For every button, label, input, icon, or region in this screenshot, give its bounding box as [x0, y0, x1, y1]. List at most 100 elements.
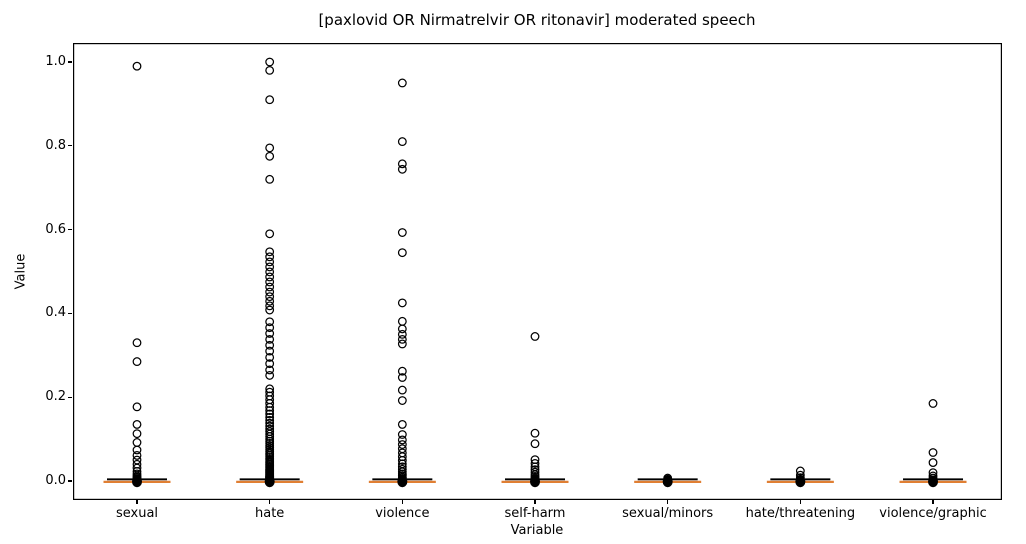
x-tick-label: sexual/minors: [622, 506, 714, 521]
x-tick-mark: [667, 500, 669, 504]
outlier-point: [397, 228, 407, 237]
outlier-point: [397, 137, 407, 147]
outlier-point: [132, 357, 142, 367]
outlier-point: [265, 174, 275, 184]
y-tick-mark: [68, 145, 72, 147]
outlier-point: [265, 323, 275, 333]
outlier-point: [132, 451, 142, 460]
outlier-point: [795, 476, 805, 486]
outlier-point: [265, 432, 275, 442]
outlier-point: [265, 409, 275, 419]
outlier-point: [397, 298, 407, 308]
y-tick-mark: [68, 396, 72, 398]
outlier-point: [530, 428, 540, 438]
outlier-point: [132, 420, 142, 429]
y-tick-mark: [68, 480, 72, 482]
outlier-point: [265, 412, 275, 422]
outlier-point: [132, 338, 142, 348]
outlier-point: [397, 324, 407, 334]
outlier-point: [265, 370, 275, 380]
outlier-point: [530, 439, 540, 449]
outlier-point: [265, 329, 275, 338]
outlier-point: [397, 339, 407, 349]
outlier-point: [397, 248, 407, 258]
outlier-point: [265, 352, 275, 362]
outlier-point: [265, 418, 275, 428]
outlier-point: [397, 456, 407, 465]
outlier-point: [265, 267, 275, 277]
y-tick-label: 0.0: [45, 473, 66, 488]
outlier-point: [928, 399, 938, 408]
x-tick-mark: [136, 500, 138, 504]
outlier-point: [928, 458, 938, 467]
outlier-point: [265, 359, 275, 369]
x-tick-label: self-harm: [504, 506, 566, 521]
plot-area: [73, 43, 1002, 500]
x-tick-mark: [799, 500, 802, 504]
outlier-point: [397, 440, 407, 449]
x-tick-label: hate: [255, 506, 285, 521]
outlier-point: [265, 317, 275, 327]
outlier-point: [265, 365, 275, 375]
y-tick-mark: [68, 61, 72, 63]
outlier-point: [397, 385, 407, 395]
outlier-point: [265, 301, 275, 311]
outlier-point: [265, 334, 275, 344]
outlier-point: [265, 296, 275, 306]
outlier-point: [397, 476, 407, 486]
outlier-point: [397, 366, 407, 376]
outlier-point: [265, 305, 275, 315]
outlier-point: [265, 95, 275, 105]
y-tick-label: 0.2: [45, 389, 66, 405]
y-tick-mark: [68, 312, 72, 315]
y-tick-label: 1.0: [45, 54, 66, 69]
outlier-point: [132, 402, 142, 412]
y-tick-mark: [68, 229, 72, 231]
y-axis-label: Value: [13, 253, 29, 290]
outlier-point: [132, 61, 142, 71]
outlier-point: [265, 247, 275, 257]
outlier-point: [265, 287, 275, 297]
outlier-point: [530, 458, 540, 468]
chart-title: [paxlovid OR Nirmatrelvir OR ritonavir] …: [318, 11, 756, 29]
outlier-point: [397, 435, 407, 445]
outlier-point: [265, 346, 275, 356]
outlier-point: [397, 420, 407, 429]
outlier-point: [265, 57, 275, 67]
x-tick-mark: [401, 500, 404, 504]
plot-border: [73, 43, 1002, 500]
outlier-point: [397, 373, 407, 382]
outlier-point: [397, 396, 407, 405]
outlier-point: [397, 329, 407, 339]
outlier-point: [132, 429, 142, 439]
outlier-point: [795, 466, 805, 476]
x-tick-label: hate/threatening: [745, 506, 856, 521]
outlier-point: [397, 316, 407, 326]
outlier-point: [397, 334, 407, 344]
y-tick-label: 0.4: [45, 305, 66, 321]
outlier-point: [795, 470, 805, 480]
outlier-point: [265, 282, 275, 292]
outlier-point: [265, 406, 275, 416]
outlier-point: [265, 229, 275, 239]
x-tick-mark: [534, 500, 536, 504]
outlier-point: [397, 159, 407, 169]
outlier-point: [265, 262, 275, 272]
outlier-point: [397, 430, 407, 439]
outlier-point: [132, 476, 142, 486]
outlier-point: [265, 476, 275, 486]
x-tick-label: violence: [375, 506, 430, 521]
x-tick-label: sexual: [115, 506, 159, 521]
outlier-point: [928, 476, 938, 486]
outlier-point: [132, 438, 142, 447]
outlier-point: [265, 402, 275, 412]
outlier-point: [265, 257, 275, 267]
x-tick-mark: [932, 500, 934, 504]
outlier-point: [530, 465, 540, 475]
x-tick-label: violence/graphic: [879, 506, 987, 521]
outlier-point: [265, 340, 275, 350]
outlier-point: [265, 143, 275, 153]
outlier-point: [265, 272, 275, 282]
y-tick-label: 0.6: [45, 221, 66, 237]
outlier-point: [265, 252, 275, 262]
